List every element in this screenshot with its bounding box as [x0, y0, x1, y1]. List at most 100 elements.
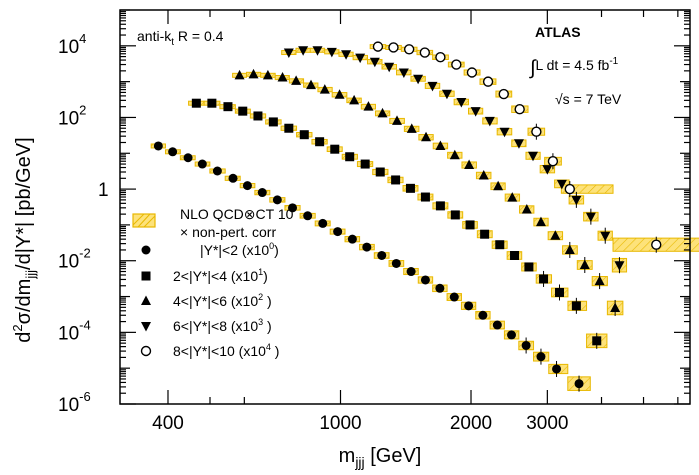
data-point: [168, 147, 178, 157]
legend-series-label: |Y*|<2 (x100): [200, 241, 279, 258]
data-point: [564, 183, 576, 195]
data-point: [183, 153, 193, 163]
data-point: [363, 101, 374, 111]
data-point: [542, 165, 553, 175]
legend-marker: [141, 271, 151, 281]
data-point: [392, 115, 403, 125]
legend-nlo-line2: × non-pert. corr: [180, 224, 276, 240]
data-point: [592, 336, 602, 346]
data-point: [306, 79, 317, 90]
data-point: [441, 89, 452, 100]
data-point: [513, 139, 524, 149]
data-point: [355, 53, 366, 64]
data-point: [406, 267, 416, 277]
data-point: [435, 283, 445, 293]
data-point: [242, 181, 252, 191]
data-point: [197, 159, 207, 169]
data-point: [288, 203, 298, 213]
data-point: [284, 123, 294, 133]
x-axis-title: mjjj [GeV]: [339, 445, 422, 470]
data-point: [510, 250, 520, 260]
data-point: [384, 62, 395, 73]
data-point: [341, 50, 352, 60]
data-point: [492, 320, 502, 330]
data-point: [369, 57, 380, 68]
data-point: [362, 242, 372, 252]
legend-series-label: 6<|Y*|<8 (x103 ): [173, 317, 272, 334]
luminosity-label: ∫L dt = 4.5 fb-1: [529, 56, 619, 79]
data-point: [388, 42, 399, 53]
data-point: [535, 216, 546, 227]
data-point: [391, 175, 401, 185]
data-point: [449, 149, 460, 160]
y-tick-label: 10-6: [58, 389, 91, 416]
plot-frame: [119, 9, 691, 405]
data-point: [234, 69, 245, 80]
data-point: [507, 192, 518, 202]
data-point: [482, 76, 494, 87]
data-point: [470, 107, 481, 117]
data-point: [319, 84, 330, 94]
legend-marker: [140, 345, 152, 357]
atlas-label: ATLAS: [535, 24, 581, 40]
data-point: [585, 212, 596, 223]
data-point: [360, 159, 370, 169]
legend-marker: [141, 295, 151, 305]
data-point: [153, 141, 163, 151]
data-point: [420, 275, 430, 285]
energy-label: √s = 7 TeV: [555, 91, 622, 107]
data-point: [372, 41, 384, 52]
data-point: [257, 188, 267, 198]
data-point: [493, 180, 504, 191]
data-point: [333, 227, 343, 237]
data-point: [571, 301, 581, 311]
data-point: [405, 183, 415, 193]
y-tick-label: 10-4: [58, 317, 91, 344]
data-point: [507, 330, 517, 340]
data-point: [478, 310, 488, 320]
data-point: [403, 44, 415, 55]
data-point: [420, 192, 430, 202]
data-markers: [153, 41, 662, 392]
data-point: [212, 166, 222, 176]
data-point: [283, 48, 294, 59]
data-point: [272, 195, 282, 205]
data-point: [556, 179, 567, 190]
data-point: [480, 229, 490, 239]
data-point: [228, 173, 238, 183]
data-point: [349, 94, 360, 105]
x-axis: 400 1000 2000 3000: [152, 10, 679, 434]
x-tick-label: 2000: [450, 413, 492, 434]
data-point: [571, 195, 582, 206]
data-point: [528, 151, 539, 162]
data-point: [464, 301, 474, 311]
data-point: [435, 201, 445, 211]
data-point: [614, 261, 625, 271]
data-point: [398, 68, 409, 78]
data-point: [531, 126, 542, 137]
legend-series-label: 4<|Y*|<6 (x102 ): [173, 292, 272, 309]
data-point: [345, 152, 355, 162]
algorithm-label: anti-kt R = 0.4: [137, 28, 224, 48]
data-point: [435, 52, 446, 63]
data-point: [315, 137, 325, 147]
data-point: [238, 106, 248, 116]
data-point: [207, 98, 217, 108]
data-point: [347, 234, 357, 244]
data-point: [277, 72, 288, 82]
nlo-band: [560, 184, 614, 194]
data-point: [499, 127, 510, 138]
data-point: [253, 111, 263, 121]
data-point: [318, 218, 328, 228]
data-point: [451, 59, 462, 70]
data-point: [651, 239, 662, 250]
data-point: [521, 340, 531, 350]
data-point: [484, 116, 495, 127]
data-point: [466, 67, 478, 78]
data-point: [478, 169, 489, 180]
data-point: [498, 88, 509, 100]
data-point: [521, 203, 532, 214]
y-tick-label: 102: [58, 102, 86, 129]
data-point: [303, 211, 313, 221]
data-point: [191, 98, 201, 108]
